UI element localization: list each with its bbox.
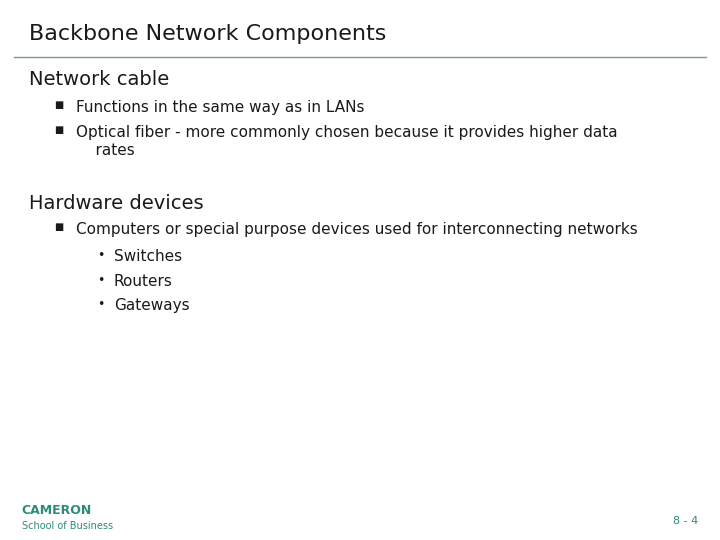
Text: Computers or special purpose devices used for interconnecting networks: Computers or special purpose devices use… <box>76 222 637 238</box>
Text: Switches: Switches <box>114 249 182 265</box>
Text: ■: ■ <box>54 100 63 110</box>
Text: School of Business: School of Business <box>22 521 113 531</box>
Text: •: • <box>97 274 104 287</box>
Text: Gateways: Gateways <box>114 298 189 313</box>
Text: Hardware devices: Hardware devices <box>29 194 204 213</box>
Text: Backbone Network Components: Backbone Network Components <box>29 24 386 44</box>
Text: Network cable: Network cable <box>29 70 169 89</box>
Text: ■: ■ <box>54 125 63 136</box>
Text: 8 - 4: 8 - 4 <box>673 516 698 526</box>
Text: Routers: Routers <box>114 274 173 289</box>
Text: •: • <box>97 249 104 262</box>
Text: Optical fiber - more commonly chosen because it provides higher data
    rates: Optical fiber - more commonly chosen bec… <box>76 125 617 158</box>
Text: •: • <box>97 298 104 311</box>
Text: CAMERON: CAMERON <box>22 504 92 517</box>
Text: Functions in the same way as in LANs: Functions in the same way as in LANs <box>76 100 364 115</box>
Text: ■: ■ <box>54 222 63 233</box>
